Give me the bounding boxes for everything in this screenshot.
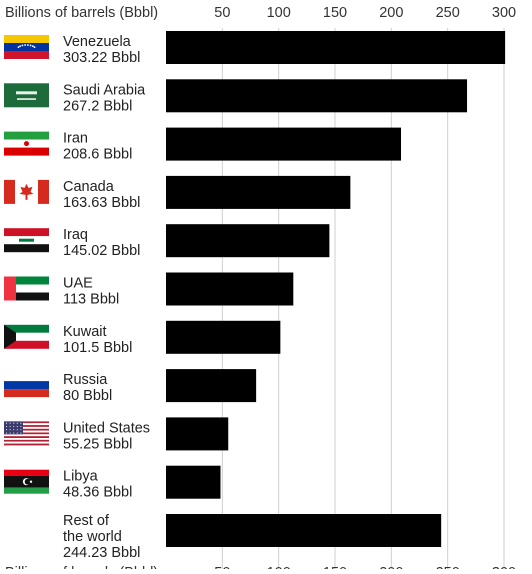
iraq-flag-icon — [4, 228, 49, 253]
category-label-russia: Russia — [63, 372, 108, 388]
tick-label-bottom-200: 200 — [379, 565, 403, 569]
saudi-arabia-flag-icon — [4, 83, 49, 108]
bar-canada — [166, 175, 351, 209]
tick-label-top-50: 50 — [214, 5, 230, 21]
value-label-uae: 113 Bbbl — [63, 292, 119, 308]
libya-flag-icon — [4, 469, 49, 494]
category-label-uae: UAE — [63, 276, 93, 292]
russia-flag-icon — [4, 373, 49, 398]
tick-label-top-200: 200 — [379, 5, 403, 21]
axis-title-bottom: Billions of barrels (Bbbl) — [5, 565, 158, 569]
value-label-venezuela: 303.22 Bbbl — [63, 50, 140, 66]
value-label-canada: 163.63 Bbbl — [63, 195, 140, 211]
uae-flag-icon — [4, 276, 49, 301]
value-label-iraq: 145.02 Bbbl — [63, 243, 140, 259]
united-states-flag-icon — [4, 421, 49, 446]
bar-venezuela — [166, 31, 506, 64]
tick-label-top-300: 300 — [492, 5, 516, 21]
venezuela-flag-icon — [4, 35, 49, 59]
category-label-libya: Libya — [63, 469, 99, 485]
flag-layer — [4, 35, 49, 494]
bar-saudi-arabia — [166, 79, 468, 113]
bar-layer — [166, 31, 506, 547]
category-label-iraq: Iraq — [63, 227, 88, 243]
value-label-saudi-arabia: 267.2 Bbbl — [63, 98, 132, 114]
value-label-kuwait: 101.5 Bbbl — [63, 340, 132, 356]
value-label-united-states: 55.25 Bbbl — [63, 436, 132, 452]
tick-label-top-250: 250 — [436, 5, 460, 21]
canada-flag-icon — [4, 179, 49, 204]
category-label-iran: Iran — [63, 131, 88, 147]
iran-flag-icon — [4, 131, 49, 156]
tick-label-bottom-300: 300 — [492, 565, 516, 569]
bar-uae — [166, 272, 294, 306]
tick-label-bottom-50: 50 — [214, 565, 230, 569]
bar-united-states — [166, 417, 229, 451]
value-label-iran: 208.6 Bbbl — [63, 147, 132, 163]
tick-label-top-150: 150 — [323, 5, 347, 21]
category-label-rest-of-the-world-line-2: the world — [63, 529, 122, 545]
bar-libya — [166, 465, 221, 499]
tick-label-top-100: 100 — [267, 5, 291, 21]
grid-layer — [221, 28, 505, 569]
kuwait-flag-icon — [4, 324, 49, 349]
category-label-canada: Canada — [63, 179, 115, 195]
bar-kuwait — [166, 320, 281, 354]
value-label-rest-of-the-world: 244.23 Bbbl — [63, 545, 140, 561]
category-label-saudi-arabia: Saudi Arabia — [63, 82, 146, 98]
category-label-rest-of-the-world-line-1: Rest of — [63, 513, 110, 529]
value-label-russia: 80 Bbbl — [63, 388, 112, 404]
tick-label-bottom-250: 250 — [436, 565, 460, 569]
tick-label-bottom-100: 100 — [267, 565, 291, 569]
bar-iran — [166, 127, 402, 161]
category-label-united-states: United States — [63, 420, 150, 436]
bar-russia — [166, 369, 257, 403]
value-label-libya: 48.36 Bbbl — [63, 485, 132, 501]
axis-title-top: Billions of barrels (Bbbl) — [5, 5, 158, 21]
category-label-kuwait: Kuwait — [63, 324, 107, 340]
category-label-venezuela: Venezuela — [63, 34, 132, 50]
tick-label-bottom-150: 150 — [323, 565, 347, 569]
bar-rest-of-the-world — [166, 514, 442, 547]
bar-iraq — [166, 224, 330, 258]
